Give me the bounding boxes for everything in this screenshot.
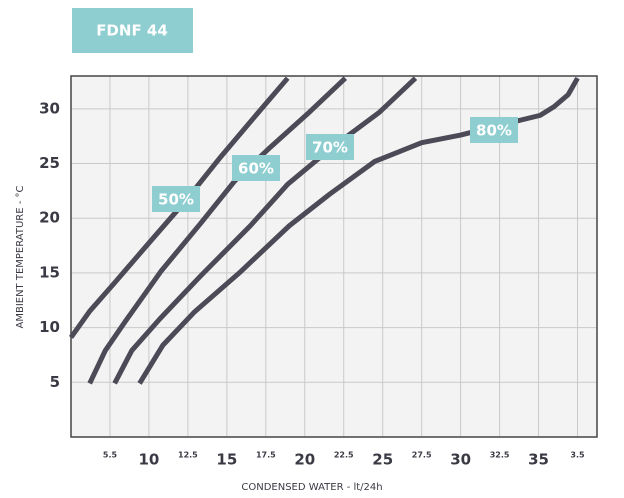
y-tick-label: 15 bbox=[39, 263, 60, 281]
plot-area bbox=[71, 76, 597, 437]
y-tick-label: 10 bbox=[39, 318, 60, 336]
y-tick-label: 20 bbox=[39, 209, 60, 227]
x-tick-label: 15 bbox=[216, 451, 237, 469]
series-label: 60% bbox=[238, 160, 274, 178]
x-tick-label: 10 bbox=[138, 451, 159, 469]
series-line bbox=[112, 76, 418, 385]
x-tick-label: 3.5 bbox=[570, 451, 585, 460]
chart-title: FDNF 44 bbox=[96, 22, 168, 40]
series-label-box bbox=[306, 134, 354, 160]
series-label-box bbox=[152, 186, 200, 212]
x-tick-label: 32.5 bbox=[490, 451, 510, 460]
y-tick-label: 30 bbox=[39, 99, 60, 117]
y-tick-label: 5 bbox=[50, 373, 60, 391]
plot-border bbox=[70, 75, 598, 438]
x-tick-label: 25 bbox=[372, 451, 393, 469]
x-tick-label: 5.5 bbox=[103, 451, 118, 460]
x-tick-label: 27.5 bbox=[412, 451, 432, 460]
x-tick-label: 30 bbox=[450, 451, 471, 469]
y-axis-label: AMBIENT TEMPERATURE - °C bbox=[15, 185, 26, 328]
series-label-box bbox=[470, 117, 518, 143]
title-box bbox=[72, 8, 193, 53]
x-tick-label: 17.5 bbox=[256, 451, 276, 460]
series-label: 70% bbox=[312, 139, 348, 157]
x-tick-label: 20 bbox=[294, 451, 315, 469]
x-axis-label: CONDENSED WATER - lt/24h bbox=[241, 482, 382, 493]
series-line bbox=[137, 76, 580, 385]
series-line bbox=[87, 76, 348, 385]
y-tick-label: 25 bbox=[39, 154, 60, 172]
series-label: 50% bbox=[158, 191, 194, 209]
x-tick-label: 35 bbox=[528, 451, 549, 469]
series-label-box bbox=[232, 155, 280, 181]
series-line bbox=[68, 76, 290, 339]
series-label: 80% bbox=[476, 122, 512, 140]
x-tick-label: 12.5 bbox=[178, 451, 198, 460]
x-tick-label: 22.5 bbox=[334, 451, 354, 460]
